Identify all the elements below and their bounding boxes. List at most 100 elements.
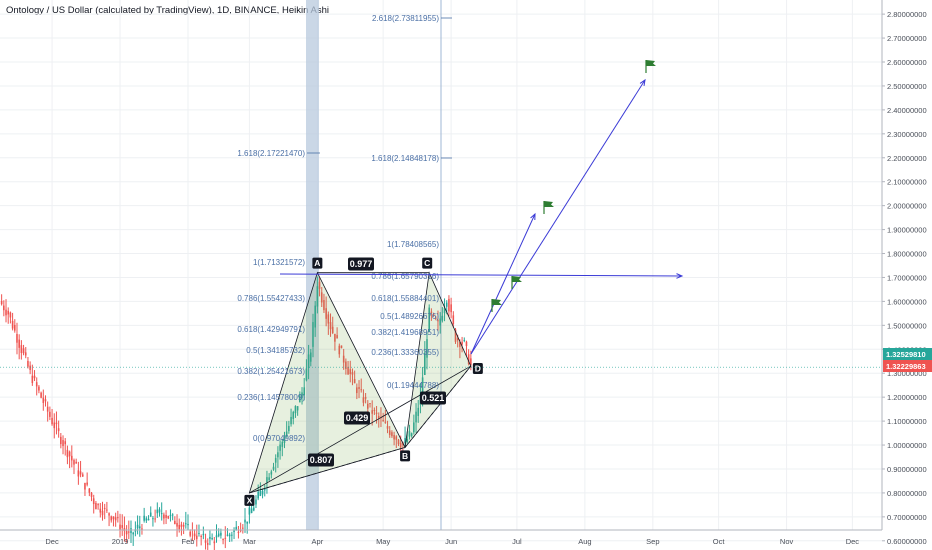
time-tick-label: Mar xyxy=(243,537,256,546)
candle-body xyxy=(292,411,295,419)
candle-body xyxy=(215,535,218,538)
candle-body xyxy=(33,375,36,379)
candle-body xyxy=(136,524,139,529)
candle-body xyxy=(272,466,275,470)
candle-body xyxy=(432,313,435,315)
candle-body xyxy=(314,305,316,328)
candle-body xyxy=(220,532,222,536)
candle-body xyxy=(182,525,185,527)
candle-body xyxy=(176,522,178,527)
candle-body xyxy=(437,320,439,322)
time-tick-label: Jun xyxy=(445,537,457,546)
ratio-label: 0.977 xyxy=(350,259,373,269)
candle-body xyxy=(132,532,134,535)
candle-body xyxy=(103,507,106,509)
fib-left-label: 0.618(1.42949791) xyxy=(237,325,305,334)
candle-body xyxy=(130,528,132,534)
candle-body xyxy=(408,431,411,437)
candle-body xyxy=(323,300,325,311)
candle-body xyxy=(18,339,20,348)
candle-body xyxy=(110,516,113,521)
candle-body xyxy=(68,451,71,457)
candle-body xyxy=(62,440,64,447)
price-tick-label: 0.60000000 xyxy=(887,537,927,546)
candle-body xyxy=(369,403,371,405)
candle-body xyxy=(75,461,77,464)
candle-body xyxy=(55,422,58,425)
fib-left-label: 1(1.71321572) xyxy=(253,258,305,267)
candle-body xyxy=(467,354,470,365)
price-marker-bg xyxy=(883,360,932,372)
candle-body xyxy=(11,320,14,329)
candle-body xyxy=(88,488,91,493)
x-d-line xyxy=(249,365,472,494)
price-marker-bg xyxy=(883,348,932,360)
candle-body xyxy=(299,395,301,403)
ratio-badge xyxy=(348,257,374,271)
candle-body xyxy=(20,345,23,354)
time-tick-label: Apr xyxy=(312,537,324,546)
candle-body xyxy=(252,507,255,511)
candle-body xyxy=(349,369,352,375)
candle-body xyxy=(217,533,220,537)
candle-body xyxy=(384,421,387,423)
time-tick-label: Oct xyxy=(713,537,726,546)
fib-right-label: 1(1.78408565) xyxy=(387,240,439,249)
candle-body xyxy=(31,375,34,384)
price-axis xyxy=(881,0,932,550)
candle-body xyxy=(340,345,343,349)
point-label-bg-X xyxy=(244,494,255,506)
candle-body xyxy=(334,333,336,342)
candle-body xyxy=(193,533,196,537)
candle-body xyxy=(320,292,323,303)
candle-body xyxy=(42,397,45,403)
candle-body xyxy=(16,334,18,343)
candle-body xyxy=(266,477,268,483)
candle-body xyxy=(95,502,97,510)
candle-body xyxy=(371,410,373,414)
time-tick-label: Aug xyxy=(578,537,591,546)
point-label-bg-D xyxy=(472,363,483,375)
fib-right-label: 0.786(1.65790316) xyxy=(371,272,439,281)
candle-body xyxy=(3,305,5,311)
candle-body xyxy=(296,406,299,411)
candle-body xyxy=(200,535,202,537)
candle-body xyxy=(167,515,170,519)
candle-body xyxy=(24,352,27,356)
candle-body xyxy=(424,352,426,375)
candle-body xyxy=(303,387,306,396)
candle-body xyxy=(325,308,327,319)
price-tick-label: 2.10000000 xyxy=(887,178,927,187)
price-tick-label: 2.20000000 xyxy=(887,154,927,163)
price-marker-label: 1.32229863 xyxy=(886,362,926,371)
candle-body xyxy=(448,298,450,312)
candle-body xyxy=(413,422,415,433)
candle-body xyxy=(187,523,189,526)
candle-body xyxy=(211,538,213,540)
candle-body xyxy=(195,535,198,540)
price-tick-label: 1.60000000 xyxy=(887,297,927,306)
candle-body xyxy=(114,517,117,521)
candle-body xyxy=(237,531,240,534)
price-tick-label: 2.60000000 xyxy=(887,58,927,67)
candle-body xyxy=(360,389,363,391)
candle-body xyxy=(206,543,209,545)
ratio-label: 0.521 xyxy=(422,393,445,403)
candle-body xyxy=(178,524,181,530)
fib-right-label: 0.236(1.33360355) xyxy=(371,348,439,357)
candle-body xyxy=(185,523,187,525)
candle-body xyxy=(60,436,62,445)
point-label-C: C xyxy=(424,258,430,268)
candle-body xyxy=(259,490,262,496)
candle-body xyxy=(356,387,358,394)
candle-body xyxy=(336,335,338,339)
candle-body xyxy=(397,439,400,445)
candle-body xyxy=(204,540,207,543)
candle-body xyxy=(84,482,86,490)
candle-body xyxy=(281,441,284,447)
time-tick-label: May xyxy=(376,537,390,546)
candle-body xyxy=(44,399,47,402)
time-tick-label: Sep xyxy=(646,537,659,546)
time-tick-label: Dec xyxy=(45,537,59,546)
